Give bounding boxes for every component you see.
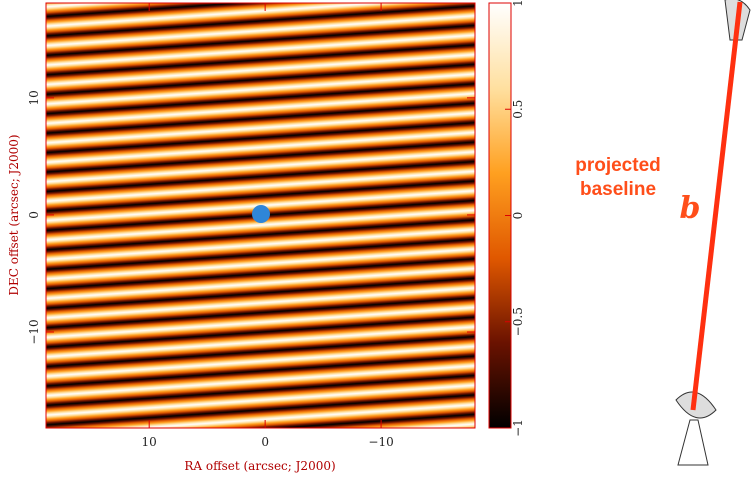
colorbar-tick-label: 0 [511, 212, 525, 220]
y-tick-label: 10 [27, 90, 41, 105]
y-tick-label: −10 [27, 319, 41, 344]
plot-frame [45, 2, 476, 429]
y-axis-label: DEC offset (arcsec; J2000) [7, 134, 21, 295]
colorbar-tick-label: 0.5 [511, 100, 525, 119]
colorbar-tick-label: 1 [511, 0, 525, 7]
y-tick-label: 0 [27, 211, 41, 219]
x-tick-label: 10 [142, 435, 157, 449]
annotation: baseline [580, 179, 656, 200]
x-tick-label: 0 [261, 435, 269, 449]
colorbar-tick-label: −1 [511, 419, 525, 437]
source-marker [252, 205, 270, 223]
x-tick-label: −10 [368, 435, 393, 449]
x-axis-label: RA offset (arcsec; J2000) [184, 459, 335, 473]
baseline-label: b [680, 191, 701, 226]
annotation: projected [575, 155, 661, 176]
colorbar-tick-label: −0.5 [511, 307, 525, 336]
baseline [690, 1, 743, 411]
